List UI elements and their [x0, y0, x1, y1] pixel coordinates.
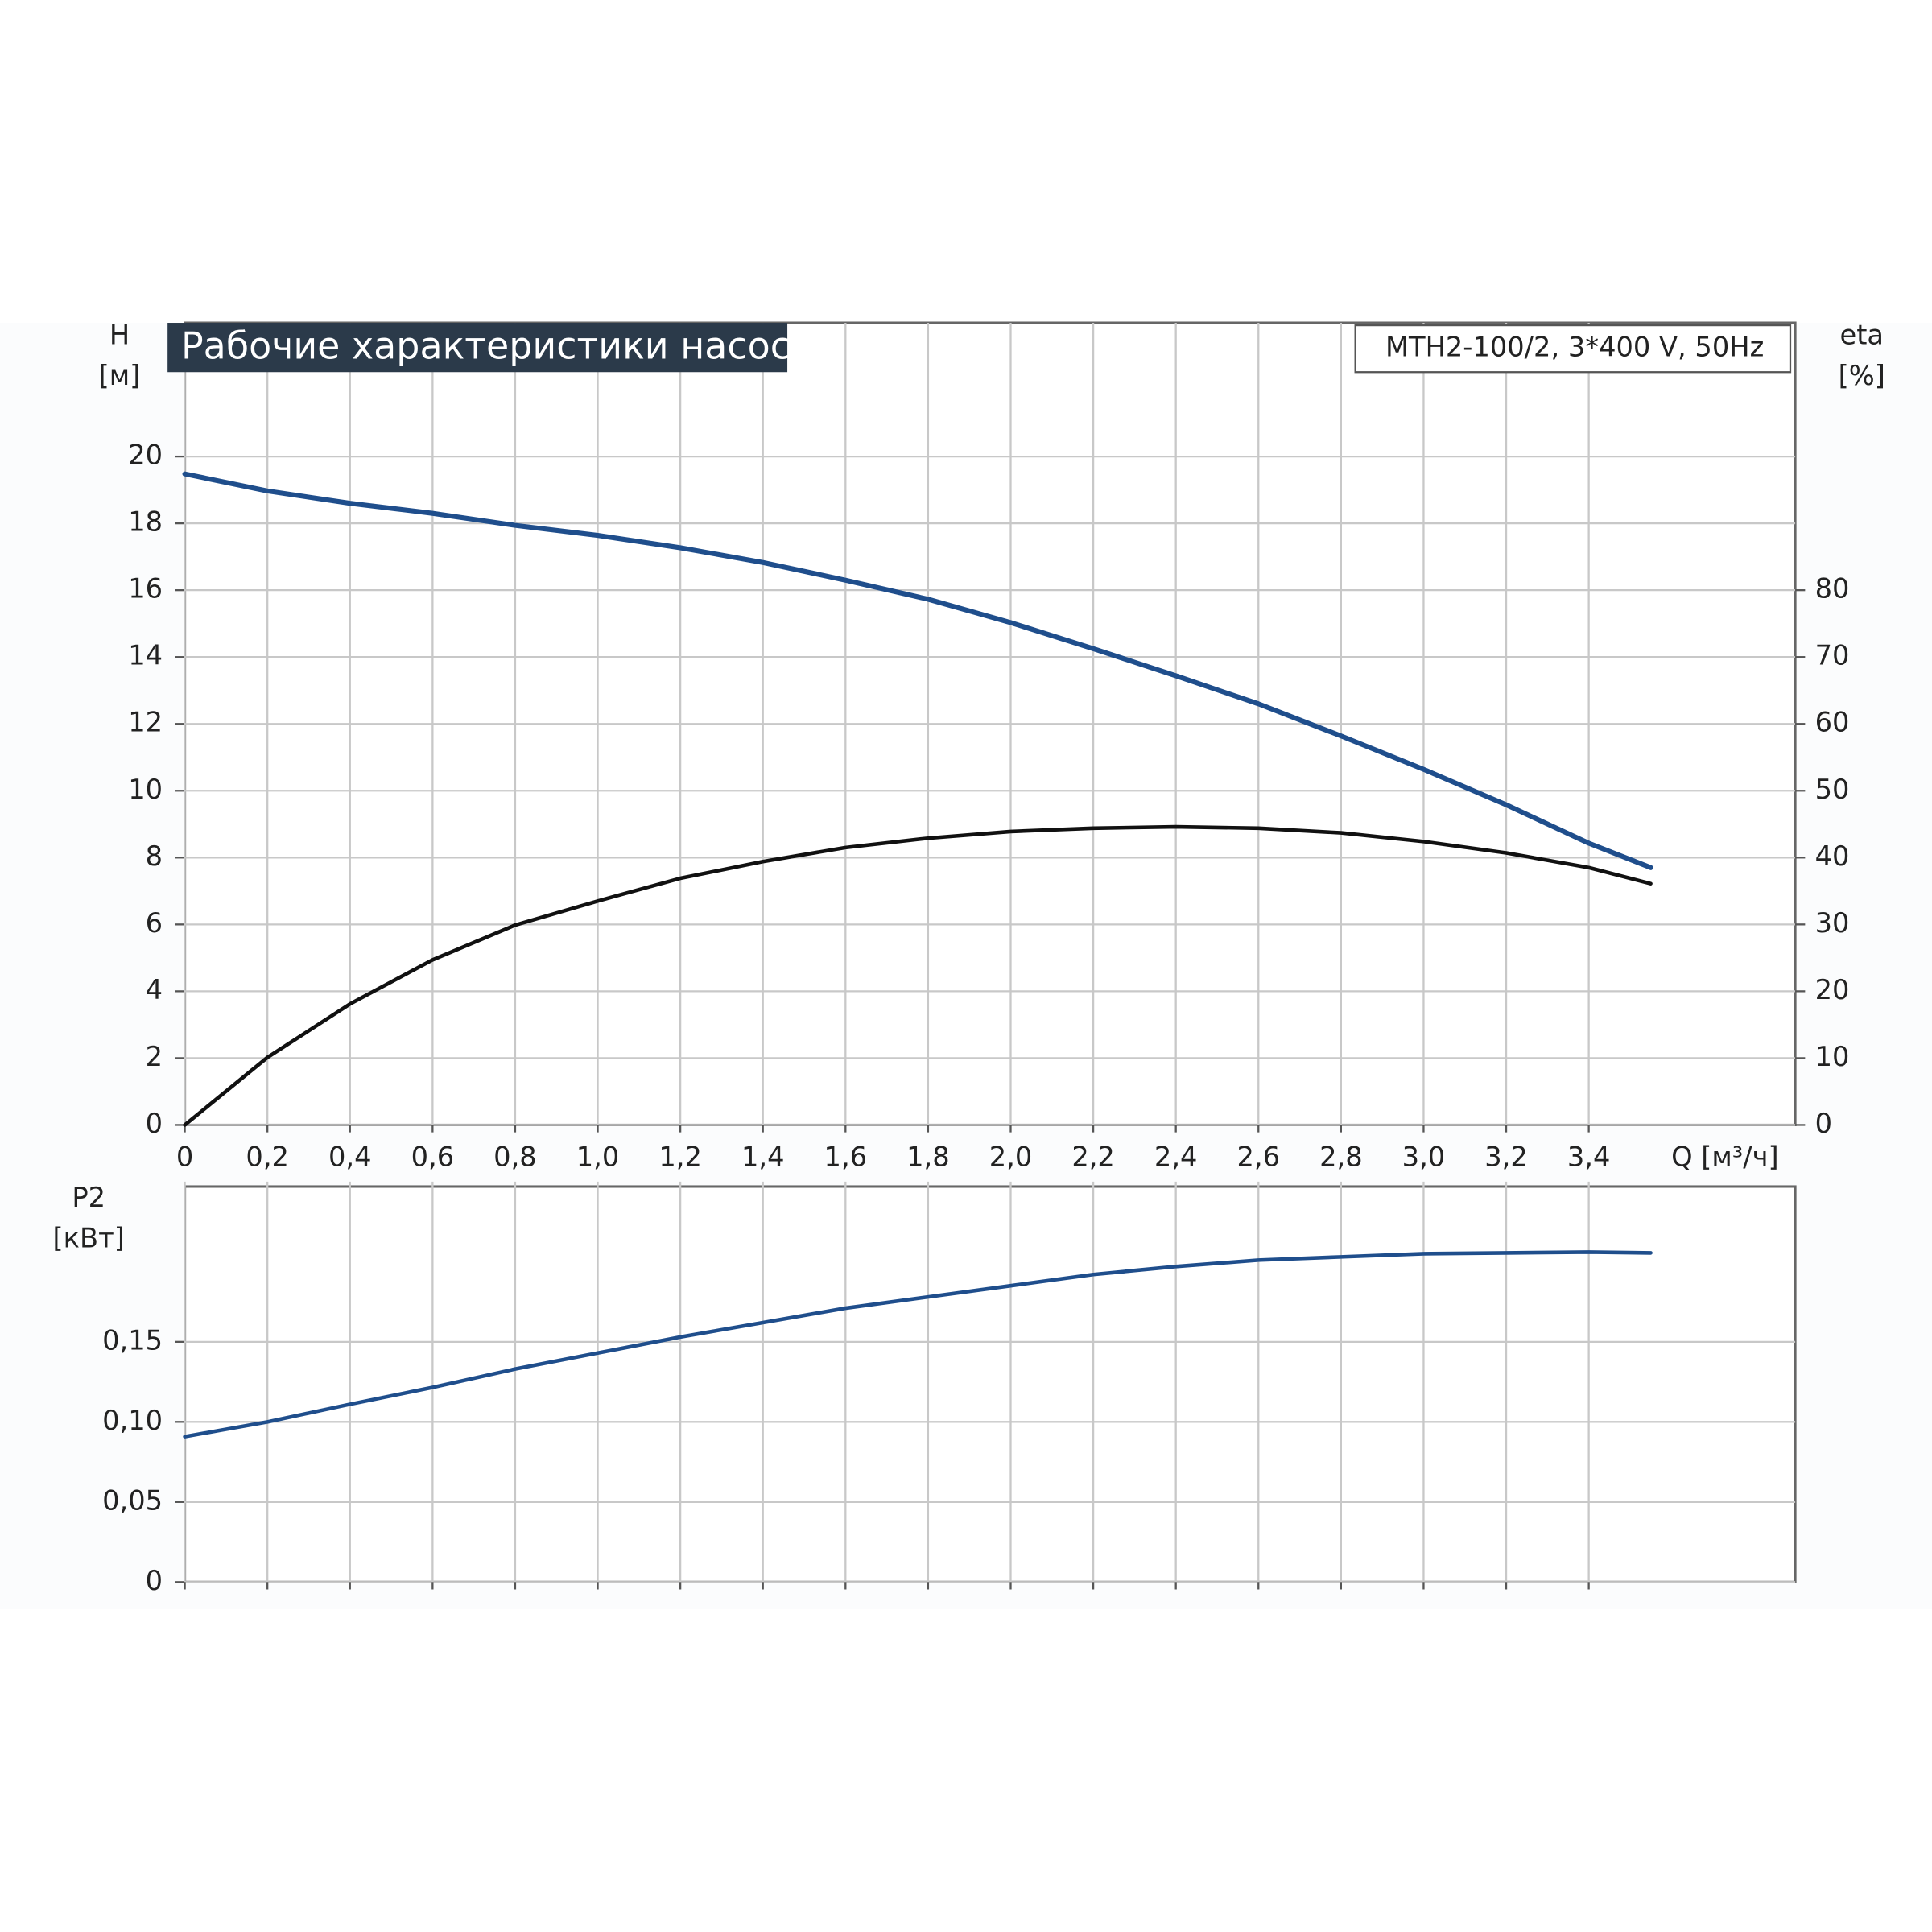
x-tick-label: 3,4: [1567, 1141, 1611, 1172]
x-tick-label: 2,6: [1236, 1141, 1280, 1172]
x-tick-label: 0,2: [246, 1141, 289, 1172]
curve: [182, 471, 1653, 870]
y-tick-label: 0,15: [102, 1324, 163, 1356]
y2-axis-label: eta: [1839, 319, 1884, 350]
chart-title: Рабочие характеристики насоса: [181, 324, 813, 368]
x-tick-label: 2,8: [1319, 1141, 1363, 1172]
x-tick-label: 1,8: [906, 1141, 950, 1172]
grid: [175, 323, 1806, 1590]
y2-tick-label: 40: [1815, 840, 1850, 872]
x-axis-label: Q [м³/ч]: [1671, 1141, 1779, 1172]
x-tick-label: 3,2: [1484, 1141, 1528, 1172]
x-tick-label: 1,0: [576, 1141, 620, 1172]
x-tick-label: 2,0: [989, 1141, 1033, 1172]
y2-tick-label: 30: [1815, 907, 1850, 939]
title-box: [167, 323, 788, 373]
y-axis-unit: [кВт]: [53, 1222, 125, 1253]
x-tick-label: 0,6: [411, 1141, 455, 1172]
y2-tick-label: 10: [1815, 1041, 1850, 1072]
curve: [183, 1250, 1653, 1439]
x-tick-label: 1,2: [658, 1141, 702, 1172]
x-tick-label: 2,4: [1154, 1141, 1198, 1172]
y-tick-label: 0: [146, 1565, 163, 1596]
y-tick-label: 18: [128, 506, 163, 538]
x-tick-label: 0,8: [493, 1141, 537, 1172]
x-tick-label: 0: [176, 1141, 193, 1172]
y2-tick-label: 0: [1815, 1108, 1832, 1139]
x-tick-label: 1,4: [741, 1141, 785, 1172]
y2-tick-label: 20: [1815, 974, 1850, 1005]
y2-tick-label: 60: [1815, 707, 1850, 738]
y-tick-label: 8: [146, 840, 163, 872]
y-tick-label: 0,10: [102, 1405, 163, 1436]
curve: [183, 824, 1653, 1127]
y-axis-unit: [м]: [99, 360, 141, 391]
y-tick-label: 20: [128, 440, 163, 471]
model-box: [1354, 324, 1792, 374]
y-axis-label: P2: [72, 1182, 105, 1213]
y-tick-label: 0: [146, 1108, 163, 1139]
x-tick-label: 3,0: [1402, 1141, 1446, 1172]
y-tick-label: 10: [128, 774, 163, 805]
y-axis-label: H: [109, 319, 130, 350]
x-tick-label: 1,6: [824, 1141, 868, 1172]
y2-tick-label: 80: [1815, 573, 1850, 605]
plot-area: [184, 1185, 1797, 1583]
y-tick-label: 0,05: [102, 1484, 163, 1516]
marks: [182, 471, 1653, 1439]
y2-axis-unit: [%]: [1839, 360, 1885, 391]
x-tick-label: 2,2: [1071, 1141, 1115, 1172]
y-tick-label: 12: [128, 707, 163, 738]
y-tick-label: 16: [128, 573, 163, 605]
y-tick-label: 4: [146, 974, 163, 1005]
y-tick-label: 6: [146, 907, 163, 939]
y-tick-label: 14: [128, 640, 163, 671]
y2-tick-label: 70: [1815, 640, 1850, 671]
model-label: MTH2-100/2, 3*400 V, 50Hz: [1385, 332, 1764, 363]
y-tick-label: 2: [146, 1041, 163, 1072]
y2-tick-label: 50: [1815, 774, 1850, 805]
x-tick-label: 0,4: [328, 1141, 372, 1172]
